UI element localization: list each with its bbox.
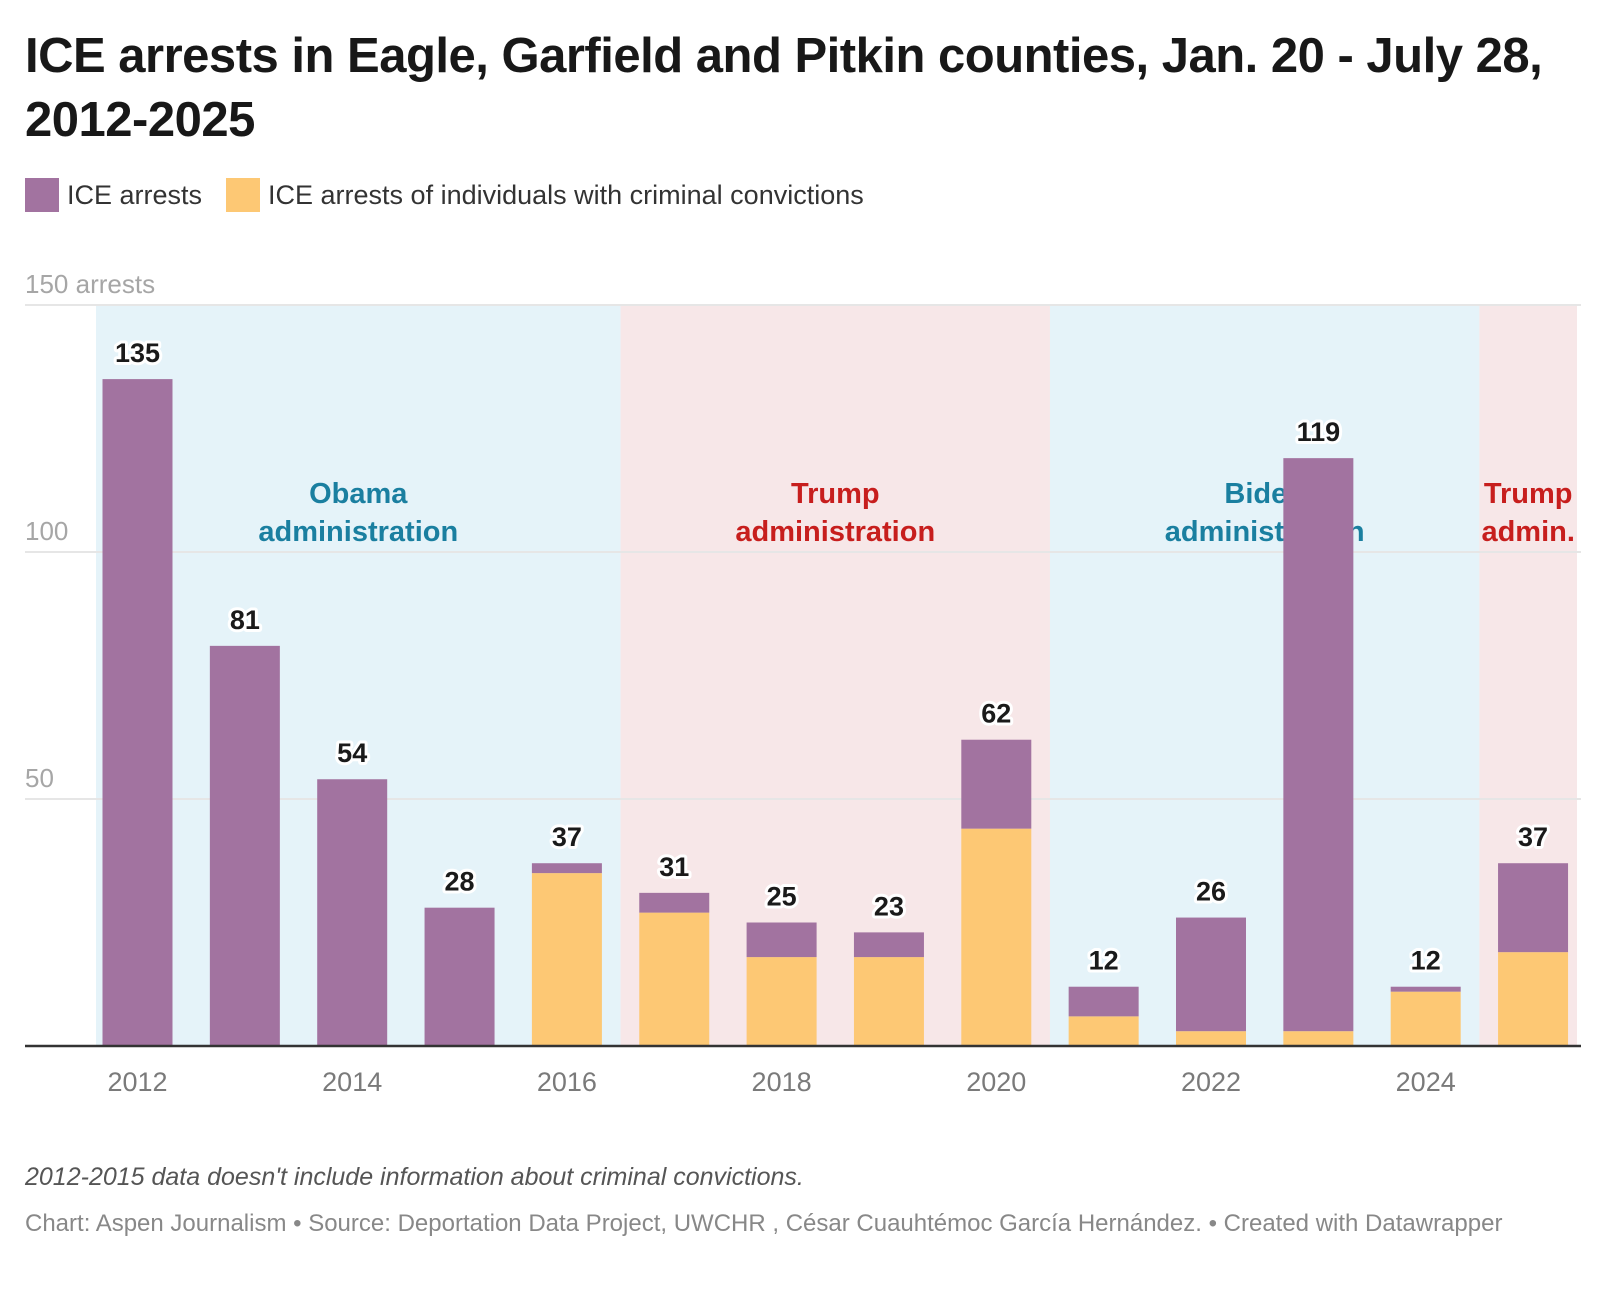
bar-ice-arrests [746, 922, 817, 958]
legend-swatch-criminal-convictions [226, 178, 261, 212]
bar-value-label: 23 [874, 891, 904, 921]
bar-value-label: 25 [767, 882, 797, 912]
bar-value-label: 62 [981, 699, 1011, 729]
bar-ice-arrests [1498, 863, 1569, 953]
legend-item-ice-arrests: ICE arrests [25, 178, 202, 212]
administration-band [1049, 305, 1480, 1046]
y-tick-label: 100 [25, 516, 68, 546]
bar-value-label: 37 [1518, 822, 1548, 852]
x-tick-label: 2020 [966, 1067, 1026, 1097]
administration-label: Obama [309, 478, 408, 510]
y-tick-label: 50 [25, 763, 54, 793]
administration-label: admin. [1481, 516, 1574, 548]
bar-criminal-convictions [1068, 1016, 1139, 1046]
legend-label: ICE arrests of individuals with criminal… [268, 179, 864, 210]
bar-value-label: 12 [1089, 946, 1119, 976]
bar-ice-arrests [961, 739, 1032, 829]
chart-title: ICE arrests in Eagle, Garfield and Pitki… [25, 29, 1543, 147]
bar-criminal-convictions [1498, 952, 1569, 1046]
x-axis-ticks: 2012 2014 2016 2018 2020 2022 2024 [107, 1067, 1455, 1097]
bar-ice-arrests [1176, 917, 1246, 1032]
x-tick-label: 2022 [1181, 1067, 1241, 1097]
x-tick-label: 2016 [537, 1067, 597, 1097]
bar-criminal-convictions [853, 957, 924, 1046]
bar-value-label: 12 [1411, 946, 1441, 976]
bar-value-label: 54 [337, 738, 367, 768]
administration-label: Trump [1484, 478, 1573, 510]
bar-value-label: 28 [445, 867, 475, 897]
chart-source: Chart: Aspen Journalism • Source: Deport… [25, 1210, 1503, 1237]
x-tick-label: 2012 [107, 1067, 167, 1097]
bar-ice-arrests [424, 907, 495, 1046]
bar-value-label: 26 [1196, 877, 1226, 907]
bar-criminal-convictions [1390, 991, 1461, 1046]
x-tick-label: 2018 [752, 1067, 812, 1097]
chart-note: 2012-2015 data doesn't include informati… [25, 1163, 804, 1191]
bars [102, 379, 1569, 1047]
bar-criminal-convictions [1283, 1031, 1354, 1046]
bar-ice-arrests [1283, 458, 1354, 1032]
bar-ice-arrests [853, 932, 924, 958]
bar-value-label: 119 [1297, 417, 1341, 447]
bar-criminal-convictions [639, 912, 710, 1046]
bar-value-label: 31 [659, 852, 689, 882]
legend: ICE arrests ICE arrests of individuals w… [25, 178, 888, 212]
bar-criminal-convictions [961, 828, 1032, 1046]
administration-label: Trump [791, 478, 880, 510]
bar-ice-arrests [1390, 986, 1461, 992]
x-tick-label: 2014 [322, 1067, 382, 1097]
value-labels: 135 81 54 28 37 31 25 23 62 12 26 119 12 37 [112, 335, 1551, 979]
bar-value-label: 37 [552, 822, 582, 852]
legend-swatch-ice-arrests [25, 178, 59, 212]
bar-ice-arrests [317, 779, 388, 1046]
legend-label: ICE arrests [67, 179, 203, 210]
x-tick-label: 2024 [1396, 1067, 1456, 1097]
bar-criminal-convictions [746, 957, 817, 1046]
bar-value-label: 135 [115, 338, 160, 368]
bar-criminal-convictions [531, 873, 602, 1046]
bar-ice-arrests [531, 863, 602, 874]
legend-item-criminal-convictions: ICE arrests of individuals with criminal… [226, 178, 864, 212]
y-tick-label: 150 arrests [25, 269, 155, 299]
bar-ice-arrests [639, 892, 710, 913]
bar-value-label: 81 [230, 605, 260, 635]
bar-ice-arrests [209, 645, 280, 1046]
bar-ice-arrests [1068, 986, 1139, 1017]
administration-label: administration [258, 516, 458, 548]
bar-criminal-convictions [1176, 1031, 1246, 1046]
administration-label: administration [735, 516, 935, 548]
bar-ice-arrests [102, 379, 173, 1047]
